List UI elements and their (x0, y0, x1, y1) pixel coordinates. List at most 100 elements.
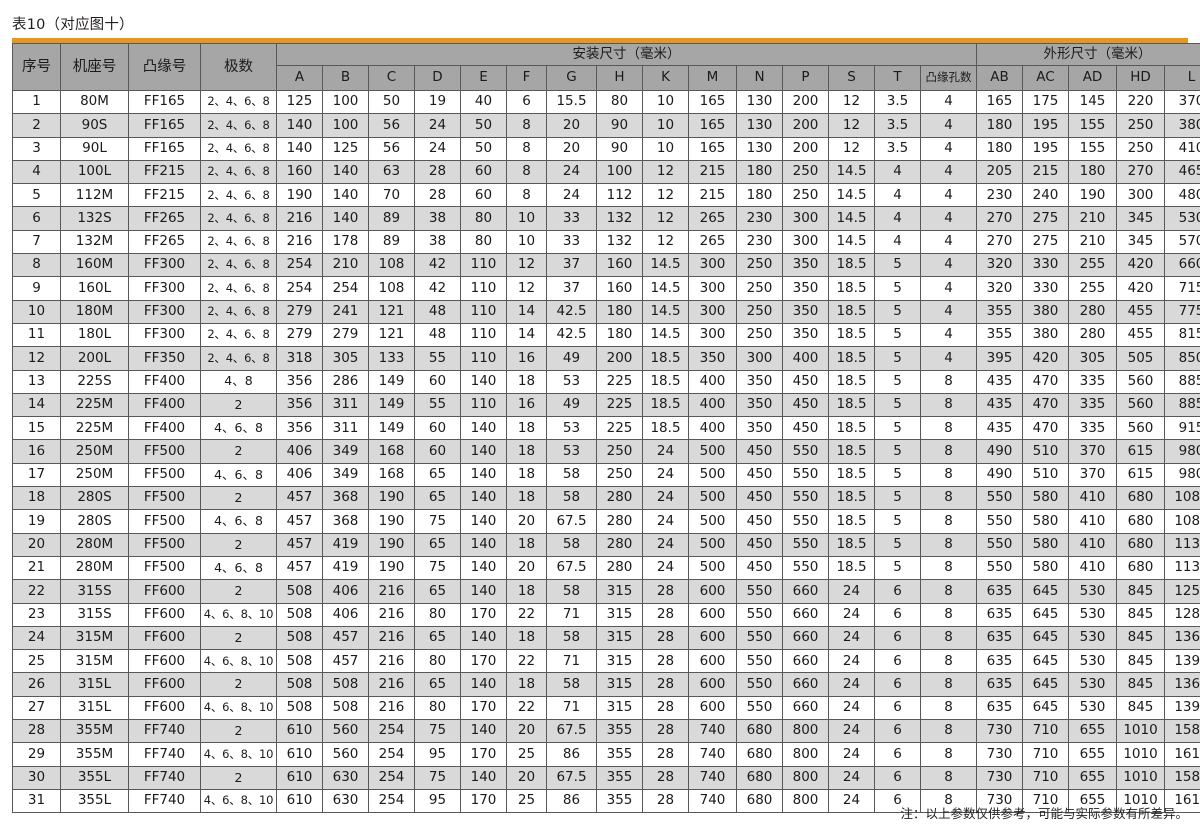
cell-hd: 300 (1116, 183, 1166, 208)
cell-s: 18.5 (828, 439, 875, 464)
cell-e: 140 (460, 765, 507, 790)
cell-ad: 370 (1068, 439, 1118, 464)
cell-e: 80 (460, 229, 507, 255)
cell-flange: FF740 (128, 788, 201, 814)
cell-hd: 845 (1116, 649, 1166, 674)
cell-c: 254 (368, 742, 415, 767)
cell-t: 5 (874, 276, 921, 301)
col-header-ac: AC (1022, 65, 1070, 91)
cell-m: 740 (688, 788, 737, 814)
cell-f: 18 (506, 532, 547, 557)
cell-poles: 2 (200, 719, 277, 744)
cell-g: 71 (546, 649, 597, 674)
cell-l: 815 (1164, 322, 1200, 348)
cell-m: 400 (688, 416, 737, 441)
cell-serial: 5 (12, 183, 61, 208)
cell-serial: 20 (12, 532, 61, 557)
cell-f: 16 (506, 346, 547, 371)
cell-d: 80 (414, 602, 461, 627)
cell-f: 10 (506, 229, 547, 255)
cell-k: 24 (642, 509, 689, 534)
cell-flange-holes: 4 (919, 322, 978, 348)
cell-hd: 455 (1116, 299, 1166, 324)
cell-ad: 655 (1068, 742, 1118, 767)
cell-a: 125 (276, 89, 323, 115)
cell-n: 250 (736, 253, 783, 278)
cell-t: 6 (874, 625, 921, 651)
cell-g: 20 (546, 136, 597, 161)
cell-flange-holes: 8 (919, 579, 978, 604)
cell-m: 300 (688, 253, 737, 278)
cell-ad: 255 (1068, 253, 1118, 278)
cell-c: 108 (368, 253, 415, 278)
cell-g: 24 (546, 183, 597, 208)
cell-hd: 345 (1116, 229, 1166, 255)
cell-l: 775 (1164, 299, 1200, 324)
cell-k: 14.5 (642, 299, 689, 324)
cell-ac: 275 (1022, 229, 1070, 255)
cell-c: 168 (368, 462, 415, 488)
cell-b: 630 (322, 765, 369, 790)
cell-m: 740 (688, 719, 737, 744)
cell-l: 850 (1164, 346, 1200, 371)
cell-m: 600 (688, 579, 737, 604)
cell-c: 216 (368, 672, 415, 697)
table-row: 24 315M FF600 2 508 457 216 65 140 18 58 315 28 600 55… (12, 625, 1200, 651)
cell-c: 133 (368, 346, 415, 371)
cell-flange-holes: 4 (919, 299, 978, 324)
cell-flange: FF740 (128, 719, 201, 744)
cell-t: 3.5 (874, 89, 921, 115)
cell-l: 885 (1164, 392, 1200, 418)
cell-h: 280 (596, 509, 643, 534)
cell-frame: 315M (60, 625, 129, 651)
table-row: 26 315L FF600 2 508 508 216 65 140 18 58 315 28 600 55… (12, 672, 1200, 697)
cell-ab: 205 (976, 159, 1024, 185)
cell-m: 600 (688, 672, 737, 697)
cell-ab: 730 (976, 788, 1024, 814)
cell-l: 1365 (1164, 625, 1200, 651)
cell-serial: 28 (12, 719, 61, 744)
cell-d: 95 (414, 742, 461, 767)
spec-table-container: 序号 机座号 凸缘号 极数 安装尺寸（毫米） 外形尺寸（毫米） A B C D … (12, 38, 1200, 814)
cell-a: 508 (276, 649, 323, 674)
cell-e: 140 (460, 719, 507, 744)
cell-s: 24 (828, 765, 875, 790)
col-header-g: G (546, 65, 597, 91)
cell-s: 18.5 (828, 555, 875, 581)
cell-ad: 255 (1068, 276, 1118, 301)
cell-a: 160 (276, 159, 323, 185)
cell-d: 95 (414, 788, 461, 814)
cell-a: 356 (276, 369, 323, 394)
table-row: 12 200L FF350 2、4、6、8 318 305 133 55 110 16 49 200 1… (12, 346, 1200, 371)
cell-k: 18.5 (642, 416, 689, 441)
table-row: 30 355L FF740 2 610 630 254 75 140 20 67.5 355 28 740… (12, 765, 1200, 790)
cell-ab: 635 (976, 649, 1024, 674)
cell-s: 18.5 (828, 416, 875, 441)
footnote: 注：以上参数仅供参考，可能与实际参数有所差异。 (900, 806, 1188, 821)
cell-p: 660 (782, 579, 829, 604)
cell-m: 500 (688, 439, 737, 464)
cell-d: 55 (414, 392, 461, 418)
cell-g: 71 (546, 695, 597, 721)
cell-hd: 1010 (1116, 765, 1166, 790)
cell-k: 14.5 (642, 322, 689, 348)
table-row: 5 112M FF215 2、4、6、8 190 140 70 28 60 8 24 112 12 215… (12, 183, 1200, 208)
cell-hd: 1010 (1116, 788, 1166, 814)
cell-ac: 645 (1022, 649, 1070, 674)
cell-d: 65 (414, 462, 461, 488)
cell-k: 28 (642, 695, 689, 721)
cell-g: 71 (546, 602, 597, 627)
cell-ab: 730 (976, 742, 1024, 767)
cell-frame: 355M (60, 742, 129, 767)
cell-g: 53 (546, 439, 597, 464)
cell-l: 410 (1164, 136, 1200, 161)
cell-ad: 155 (1068, 136, 1118, 161)
cell-f: 18 (506, 672, 547, 697)
cell-a: 140 (276, 113, 323, 138)
cell-flange-holes: 8 (919, 532, 978, 557)
cell-flange: FF215 (128, 159, 201, 185)
cell-n: 180 (736, 183, 783, 208)
cell-flange-holes: 4 (919, 346, 978, 371)
table-row: 3 90L FF165 2、4、6、8 140 125 56 24 50 8 20 90 10 165 13… (12, 136, 1200, 161)
cell-poles: 4、6、8 (200, 555, 277, 581)
